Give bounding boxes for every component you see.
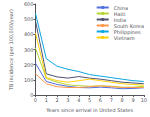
svg-text:9: 9 <box>131 97 134 103</box>
svg-text:0: 0 <box>34 97 37 103</box>
svg-text:6: 6 <box>99 97 102 103</box>
svg-text:Years since arrival in United: Years since arrival in United States <box>45 107 133 113</box>
svg-text:100: 100 <box>24 77 34 83</box>
svg-text:8: 8 <box>121 97 124 103</box>
svg-text:3: 3 <box>66 97 69 103</box>
svg-text:0: 0 <box>30 92 34 99</box>
svg-text:10: 10 <box>141 97 147 103</box>
svg-text:2: 2 <box>56 97 59 103</box>
svg-text:500: 500 <box>24 16 34 22</box>
svg-text:600: 600 <box>24 1 34 7</box>
svg-text:Haiti: Haiti <box>113 10 126 17</box>
svg-text:TB incidence (per 100,000/year: TB incidence (per 100,000/year) <box>8 9 15 91</box>
svg-text:India: India <box>113 16 126 23</box>
svg-text:4: 4 <box>77 97 80 103</box>
svg-text:South Korea: South Korea <box>113 22 144 29</box>
svg-text:400: 400 <box>24 31 34 37</box>
svg-text:5: 5 <box>88 97 91 103</box>
svg-text:300: 300 <box>24 47 34 53</box>
svg-text:Vietnam: Vietnam <box>114 35 135 41</box>
svg-text:China: China <box>113 4 128 11</box>
svg-text:1: 1 <box>45 97 48 103</box>
svg-text:7: 7 <box>110 97 113 103</box>
svg-text:Philippines: Philippines <box>113 28 141 35</box>
svg-text:200: 200 <box>24 62 34 68</box>
